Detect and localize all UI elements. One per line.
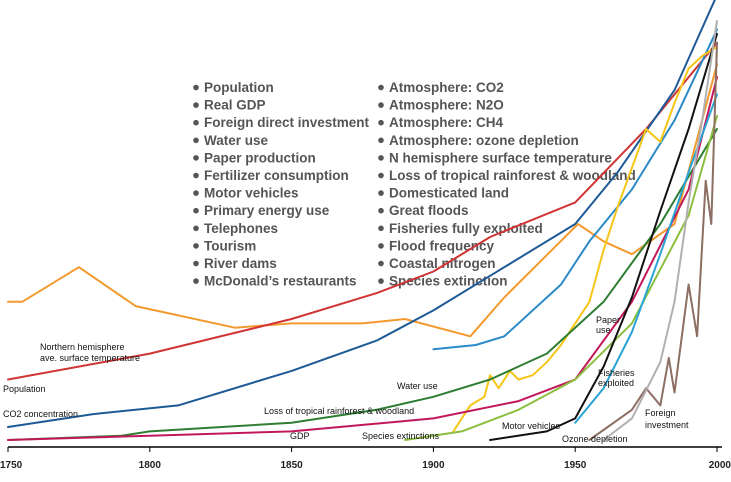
- series-line-paper-use: [452, 45, 718, 433]
- x-tick-label: 1950: [564, 460, 587, 471]
- series-label-fisheries: Fisheries: [598, 368, 635, 378]
- legend-item: Real GDP: [204, 98, 266, 113]
- legend-item: Telephones: [204, 221, 278, 236]
- x-tick-label: 2000: [709, 460, 731, 471]
- series-line-co2-concentration: [7, 0, 716, 428]
- x-tick-label: 1800: [139, 460, 162, 471]
- series-line-northern-hemisphere-ave-surface-temperature: [7, 63, 718, 338]
- series-label-species-extinctions: Species extinctions: [362, 431, 440, 441]
- series-label-ave-surface-temperature: ave. surface temperature: [40, 353, 140, 363]
- x-tick-label: 1750: [0, 460, 23, 471]
- series-label-water-use: Water use: [397, 381, 438, 391]
- legend-item: Flood frequency: [389, 238, 494, 253]
- legend-bullet: [378, 172, 384, 179]
- series-line-population: [7, 41, 718, 381]
- legend-item: Atmosphere: ozone depletion: [389, 133, 579, 148]
- legend-bullet: [193, 155, 199, 161]
- x-tick-label: 1850: [280, 460, 303, 471]
- legend-bullet: [193, 243, 199, 249]
- series-line-loss-of-tropical-rainforest-woodland: [7, 128, 718, 441]
- legend-item: McDonald’s restaurants: [204, 274, 357, 289]
- legend-item: Paper production: [204, 150, 316, 165]
- legend-item: Fertilizer consumption: [204, 168, 349, 183]
- legend-bullet: [378, 102, 384, 108]
- series-line-species-extinctions: [404, 115, 718, 441]
- series-layer: [7, 0, 718, 441]
- series-line-motor-vehicles: [489, 32, 718, 441]
- legend-bullet: [378, 190, 384, 196]
- legend-bullet: [378, 137, 384, 144]
- legend-item: Motor vehicles: [204, 186, 299, 201]
- legend-item: Atmosphere: CH4: [389, 115, 504, 130]
- legend-bullet: [193, 172, 199, 179]
- legend-item: Great floods: [389, 203, 469, 218]
- x-tick-label: 1900: [422, 460, 445, 471]
- series-label-co2-concentration: CO2 concentration: [3, 409, 78, 419]
- legend-bullet: [378, 84, 384, 91]
- series-label-northern-hemisphere: Northern hemisphere: [40, 342, 125, 352]
- legend-item: Fisheries fully exploited: [389, 221, 543, 236]
- series-label-loss-of-tropical-rainforest-woodland: Loss of tropical rainforest & woodland: [264, 406, 414, 416]
- legend-bullet: [378, 225, 384, 232]
- legend-bullet: [378, 278, 384, 284]
- legend-bullet: [193, 102, 199, 108]
- series-line-water-use: [432, 28, 718, 351]
- legend-item: Atmosphere: N2O: [389, 98, 504, 113]
- legend-bullet: [378, 119, 384, 126]
- legend-bullet: [378, 207, 384, 214]
- legend-bullet: [378, 260, 384, 267]
- legend-item: Atmosphere: CO2: [389, 80, 504, 95]
- series-line-fisheries-exploited: [574, 93, 718, 424]
- legend-item: Foreign direct investment: [204, 115, 370, 130]
- legend-item: Loss of tropical rainforest & woodland: [389, 168, 636, 183]
- legend-bullet: [193, 137, 199, 144]
- legend-bullet: [193, 207, 199, 214]
- legend-bullet: [193, 260, 199, 267]
- legend-item: Primary energy use: [204, 203, 330, 218]
- legend-right: Atmosphere: CO2 Atmosphere: N2O Atmosphere…: [378, 80, 636, 289]
- legend-bullet: [193, 225, 199, 232]
- legend-item: Population: [204, 80, 274, 95]
- legend-bullet: [193, 278, 199, 284]
- legend-item: Water use: [204, 133, 269, 148]
- series-label-exploited: exploited: [598, 378, 634, 388]
- legend-bullet: [378, 243, 384, 249]
- legend-item: River dams: [204, 256, 277, 271]
- legend-bullet: [193, 84, 199, 91]
- series-label-use: use: [596, 325, 611, 335]
- legend-left: Population Real GDP Foreign direct investm…: [193, 80, 370, 289]
- legend-bullet: [193, 119, 199, 126]
- legend-item: Domesticated land: [389, 186, 509, 201]
- series-label-population: Population: [3, 384, 46, 394]
- series-label-foreign: Foreign: [645, 408, 676, 418]
- series-line-foreign-investment: [588, 41, 718, 441]
- x-axis-ticks: 1750 1800 1850 1900 1950 2000: [0, 447, 731, 471]
- series-label-motor-vehicles: Motor vehicles: [502, 421, 561, 431]
- series-label-gdp: GDP: [290, 431, 310, 441]
- legend-bullet: [193, 190, 199, 196]
- legend-item: N hemisphere surface temperature: [389, 150, 612, 165]
- legend-bullet: [378, 155, 384, 161]
- series-line-ozone-depletion: [602, 20, 718, 441]
- series-label-paper: Paper: [596, 315, 620, 325]
- legend-item: Tourism: [204, 238, 256, 253]
- series-label-ozone-depletion: Ozone depletion: [562, 434, 628, 444]
- series-label-investment: investment: [645, 420, 689, 430]
- legend-item: Coastal nitrogen: [389, 256, 496, 271]
